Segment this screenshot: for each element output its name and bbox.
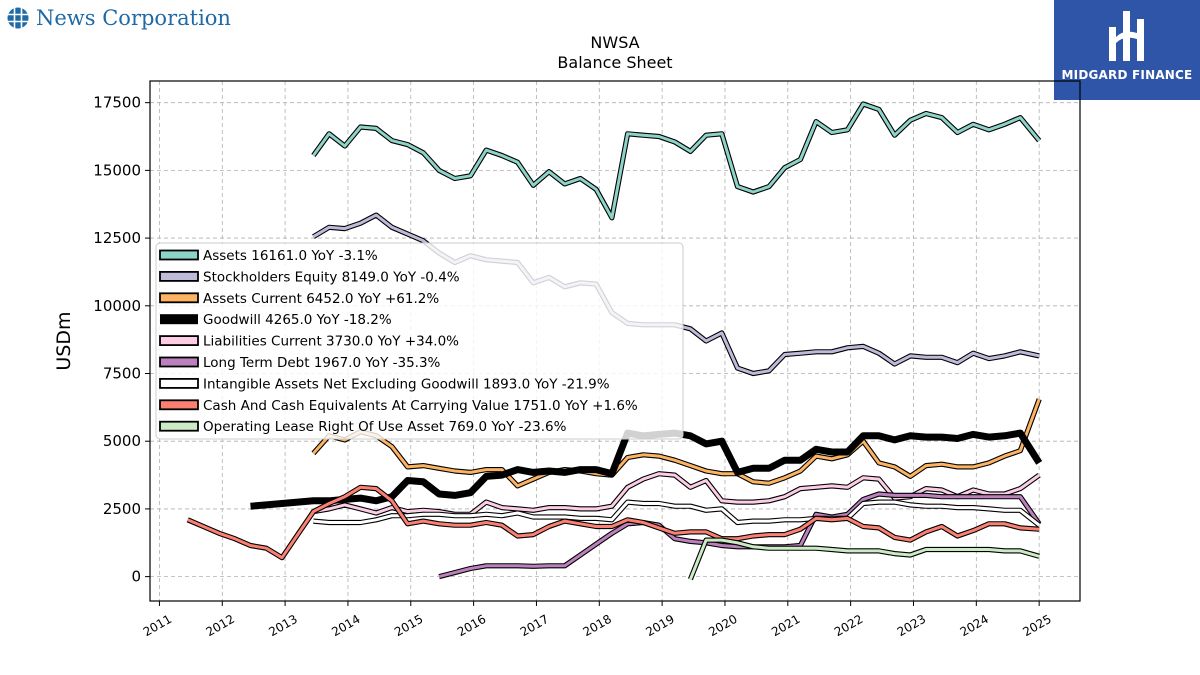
x-tick-label: 2021 [769,612,802,639]
legend: Assets 16161.0 YoY -3.1% Stockholders Equ… [155,242,684,440]
x-tick-label: 2018 [581,612,614,639]
legend-label: Intangible Assets Net Excluding Goodwill… [203,376,610,392]
legend-label: Assets 16161.0 YoY -3.1% [203,248,378,264]
legend-swatch [159,249,199,261]
series-outline-0 [311,101,1042,221]
series-line-0 [312,102,1041,220]
legend-swatch [159,335,199,347]
legend-label: Long Term Debt 1967.0 YoY -35.3% [203,355,441,371]
y-tick-label: 10000 [93,297,141,315]
legend-box [155,242,684,440]
x-tick-label: 2014 [329,612,362,639]
y-tick-label: 0 [131,568,141,586]
midgard-logo-icon [1109,11,1144,61]
legend-label: Operating Lease Right Of Use Asset 769.0… [203,419,567,435]
x-tick-label: 2013 [266,612,299,639]
x-tick-label: 2024 [958,612,991,639]
x-tick-label: 2017 [518,612,551,639]
brand-name: News Corporation [36,6,231,30]
x-tick-label: 2023 [895,612,928,639]
legend-swatch [160,314,198,325]
legend-swatch [159,377,199,389]
brand: News Corporation [6,6,231,30]
y-tick-label: 17500 [93,94,141,112]
legend-label: Stockholders Equity 8149.0 YoY -0.4% [203,269,460,285]
x-tick-label: 2012 [204,612,237,639]
x-tick-label: 2020 [706,612,739,639]
logo-text: MIDGARD FINANCE [1061,68,1193,82]
y-tick-label: 15000 [93,161,141,179]
legend-swatch [159,399,199,411]
y-tick-label: 2500 [103,500,141,518]
legend-label: Assets Current 6452.0 YoY +61.2% [203,291,439,307]
series-line-6 [313,500,1041,527]
x-tick-label: 2016 [455,612,488,639]
chart-title: NWSA [590,33,639,52]
series-line-2 [312,398,1041,488]
globe-icon [7,7,29,29]
series-outline-8 [687,537,1040,581]
legend-label: Cash And Cash Equivalents At Carrying Va… [203,398,638,414]
legend-swatch [159,356,199,368]
legend-swatch [159,270,199,282]
x-tick-label: 2019 [643,612,676,639]
series-line-8 [689,538,1040,580]
x-tick-label: 2025 [1020,612,1053,639]
chart-subtitle: Balance Sheet [557,53,672,72]
legend-label: Goodwill 4265.0 YoY -18.2% [203,312,392,328]
y-tick-label: 7500 [103,365,141,383]
plot-frame [149,80,1081,602]
y-tick-label: 5000 [103,432,141,450]
x-tick-label: 2022 [832,612,865,639]
series-line-5 [438,492,1041,579]
x-tick-label: 2015 [392,612,425,639]
y-tick-label: 12500 [93,229,141,247]
midgard-logo: MIDGARD FINANCE [1054,0,1200,100]
legend-label: Liabilities Current 3730.0 YoY +34.0% [203,334,459,350]
legend-swatch [159,292,199,304]
series-line-7 [187,485,1040,560]
x-tick-label: 2011 [141,612,174,639]
legend-swatch [159,420,199,432]
y-axis-label: USDm [53,311,75,370]
